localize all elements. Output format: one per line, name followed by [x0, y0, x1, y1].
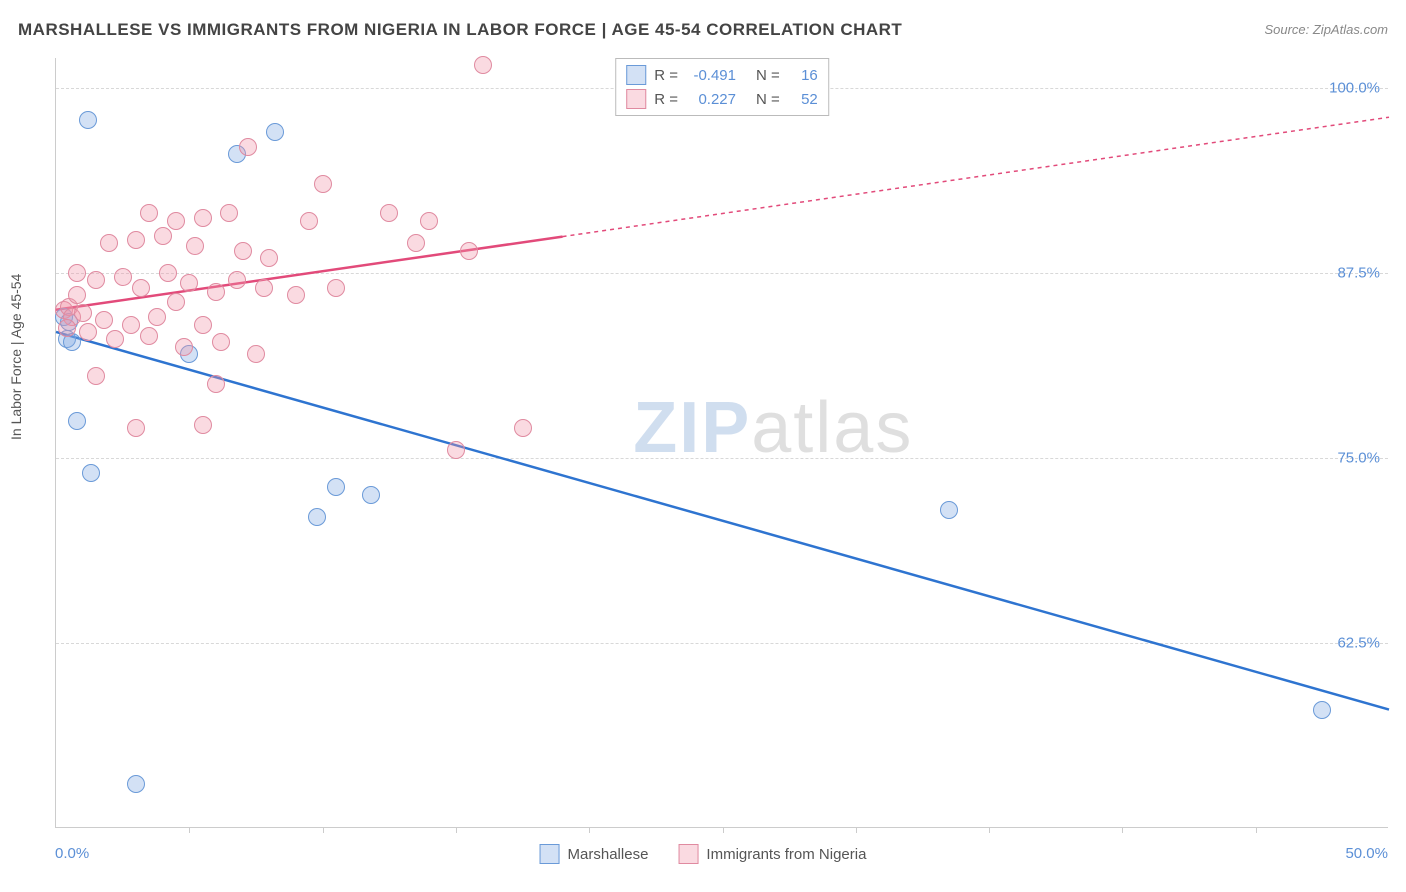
x-tick — [323, 827, 324, 833]
data-point — [140, 327, 158, 345]
data-point — [87, 271, 105, 289]
data-point — [287, 286, 305, 304]
data-point — [247, 345, 265, 363]
source-label: Source: ZipAtlas.com — [1264, 22, 1388, 37]
x-tick — [723, 827, 724, 833]
legend-n-value: 16 — [788, 67, 818, 84]
data-point — [186, 237, 204, 255]
data-point — [300, 212, 318, 230]
legend-r-label: R = — [654, 67, 678, 84]
x-tick — [456, 827, 457, 833]
legend-n-label: N = — [756, 91, 780, 108]
data-point — [122, 316, 140, 334]
legend-n-label: N = — [756, 67, 780, 84]
data-point — [514, 419, 532, 437]
data-point — [132, 279, 150, 297]
data-point — [180, 274, 198, 292]
data-point — [474, 56, 492, 74]
legend-swatch — [626, 89, 646, 109]
x-tick — [989, 827, 990, 833]
legend-row: R = 0.227 N = 52 — [626, 87, 818, 111]
data-point — [175, 338, 193, 356]
legend-series-name: Marshallese — [568, 846, 649, 863]
correlation-legend: R = -0.491 N = 16 R = 0.227 N = 52 — [615, 58, 829, 116]
data-point — [79, 323, 97, 341]
data-point — [308, 508, 326, 526]
data-point — [255, 279, 273, 297]
data-point — [940, 501, 958, 519]
data-point — [127, 419, 145, 437]
legend-item: Marshallese — [540, 844, 649, 864]
data-point — [154, 227, 172, 245]
legend-swatch — [678, 844, 698, 864]
chart-title: MARSHALLESE VS IMMIGRANTS FROM NIGERIA I… — [18, 20, 902, 40]
x-tick — [589, 827, 590, 833]
data-point — [220, 204, 238, 222]
legend-item: Immigrants from Nigeria — [678, 844, 866, 864]
data-point — [68, 264, 86, 282]
data-point — [207, 375, 225, 393]
legend-n-value: 52 — [788, 91, 818, 108]
data-point — [194, 416, 212, 434]
data-point — [207, 283, 225, 301]
data-point — [239, 138, 257, 156]
x-tick — [1122, 827, 1123, 833]
legend-r-label: R = — [654, 91, 678, 108]
data-point — [159, 264, 177, 282]
data-point — [327, 478, 345, 496]
data-point — [114, 268, 132, 286]
x-tick — [856, 827, 857, 833]
data-point — [148, 308, 166, 326]
data-point — [100, 234, 118, 252]
x-axis-min-label: 0.0% — [55, 845, 89, 862]
legend-r-value: -0.491 — [686, 67, 736, 84]
data-point — [447, 441, 465, 459]
data-point — [106, 330, 124, 348]
trend-lines — [56, 58, 1388, 827]
data-point — [68, 286, 86, 304]
legend-row: R = -0.491 N = 16 — [626, 63, 818, 87]
data-point — [407, 234, 425, 252]
data-point — [167, 212, 185, 230]
x-tick — [189, 827, 190, 833]
data-point — [194, 209, 212, 227]
legend-r-value: 0.227 — [686, 91, 736, 108]
data-point — [74, 304, 92, 322]
x-axis-max-label: 50.0% — [1345, 845, 1388, 862]
data-point — [212, 333, 230, 351]
x-tick — [1256, 827, 1257, 833]
data-point — [87, 367, 105, 385]
data-point — [167, 293, 185, 311]
data-point — [79, 111, 97, 129]
data-point — [420, 212, 438, 230]
y-axis-label: In Labor Force | Age 45-54 — [8, 274, 24, 440]
data-point — [194, 316, 212, 334]
data-point — [234, 242, 252, 260]
data-point — [266, 123, 284, 141]
data-point — [460, 242, 478, 260]
data-point — [327, 279, 345, 297]
data-point — [260, 249, 278, 267]
data-point — [127, 775, 145, 793]
data-point — [362, 486, 380, 504]
data-point — [314, 175, 332, 193]
data-point — [140, 204, 158, 222]
legend-swatch — [626, 65, 646, 85]
data-point — [82, 464, 100, 482]
data-point — [1313, 701, 1331, 719]
data-point — [228, 271, 246, 289]
data-point — [58, 319, 76, 337]
legend-swatch — [540, 844, 560, 864]
data-point — [95, 311, 113, 329]
data-point — [380, 204, 398, 222]
legend-series-name: Immigrants from Nigeria — [706, 846, 866, 863]
plot-area: 62.5%75.0%87.5%100.0%R =-0.491N =16R =0.… — [55, 58, 1388, 828]
data-point — [68, 412, 86, 430]
data-point — [127, 231, 145, 249]
bottom-legend: Marshallese Immigrants from Nigeria — [540, 844, 867, 864]
